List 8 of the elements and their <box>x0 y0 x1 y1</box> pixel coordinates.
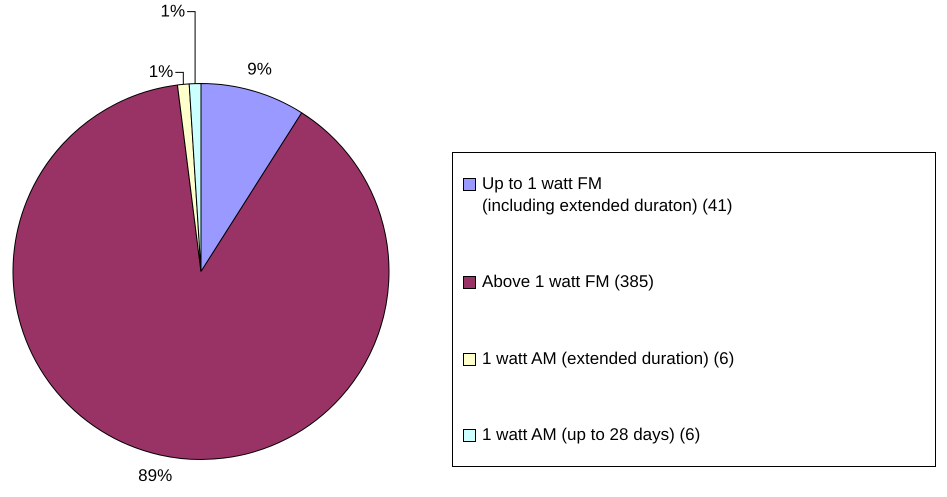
data-label: 1% <box>148 62 174 82</box>
legend-label: 1 watt AM (up to 28 days) (6) <box>482 424 700 446</box>
legend-label: 1 watt AM (extended duration) (6) <box>482 348 734 370</box>
data-label: 9% <box>247 60 272 79</box>
legend-label: Up to 1 watt FM (including extended duraton) (41) <box>482 173 732 217</box>
data-label: 1% <box>160 1 186 20</box>
data-label: 89% <box>138 466 172 486</box>
legend-label: Above 1 watt FM (385) <box>482 271 654 294</box>
